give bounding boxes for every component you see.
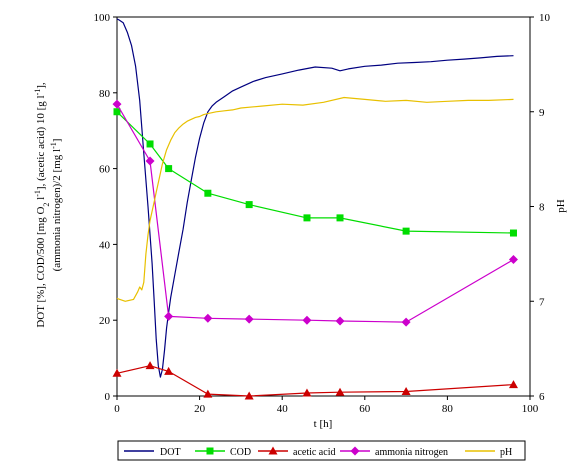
series-acetic-acid [112,361,518,400]
data-point-cod [245,201,253,209]
data-point-cod [165,165,173,173]
legend-label-ammonia-nitrogen: ammonia nitrogen [375,447,448,458]
x-tick-label: 40 [277,403,289,415]
series-cod [113,108,517,237]
legend-item-ph: pH [465,447,512,458]
data-point-ammonia-nitrogen [164,311,174,321]
x-tick-label: 0 [114,403,120,415]
data-point-ammonia-nitrogen [112,99,122,109]
data-point-acetic-acid [302,388,312,397]
legend-label-cod: COD [230,447,251,458]
data-point-ammonia-nitrogen [508,255,518,265]
legend-item-ammonia-nitrogen: ammonia nitrogen [340,446,448,458]
data-point-ammonia-nitrogen [401,317,411,327]
legend-marker-acetic-acid [268,446,278,455]
y-axis-title-left-line2: (ammonia nitrogen)/2 [mg l-1] [49,139,64,272]
series-line-dot [116,18,514,378]
y-axis-title-left-line1: DOT [%], COD/500 [mg O2 l-1], (acetic ac… [33,82,51,328]
data-point-cod [204,189,212,197]
legend-label-ph: pH [500,447,512,458]
y-left-tick-label: 100 [94,12,111,24]
legend-item-dot: DOT [124,447,181,458]
data-point-acetic-acid [335,387,345,396]
y-right-tick-label: 7 [539,296,545,308]
data-point-cod [146,140,154,148]
data-point-cod [336,214,344,222]
data-point-acetic-acid [203,389,213,398]
x-tick-label: 80 [442,403,454,415]
data-point-cod [509,229,517,237]
data-point-cod [303,214,311,222]
data-point-cod [402,227,410,235]
data-point-ammonia-nitrogen [302,315,312,325]
y-right-tick-label: 6 [539,391,545,403]
data-point-cod [113,108,121,116]
legend-item-acetic-acid: acetic acid [258,446,335,458]
x-tick-label: 100 [522,403,539,415]
series-line-acetic-acid [116,365,514,397]
x-tick-label: 60 [359,403,371,415]
data-point-ammonia-nitrogen [244,314,254,324]
x-axis-title: t [h] [314,418,333,430]
legend-marker-ammonia-nitrogen [350,446,360,456]
legend-box [117,440,526,461]
x-tick-label: 20 [194,403,206,415]
series-ph [116,96,514,302]
plot-frame [113,16,534,400]
y-left-tick-label: 20 [99,315,111,327]
plot-area-border [116,16,531,397]
legend-item-cod: COD [195,447,251,458]
data-point-ammonia-nitrogen [335,316,345,326]
legend-marker-cod [206,447,214,455]
legend-label-dot: DOT [160,447,181,458]
series-dot [116,18,514,378]
legend: DOT COD acetic acid ammonia nitrogen pH [117,440,526,461]
data-point-ammonia-nitrogen [145,156,155,166]
series-line-ammonia-nitrogen [116,103,514,323]
y-left-tick-label: 60 [99,164,111,176]
y-left-tick-label: 40 [99,239,111,251]
series-line-ph [116,96,514,302]
legend-label-acetic-acid: acetic acid [293,447,335,458]
y-right-tick-label: 8 [539,202,545,214]
data-point-acetic-acid [112,368,122,377]
y-axis-title-right: pH [555,199,567,213]
data-point-ammonia-nitrogen [203,313,213,323]
y-right-tick-label: 10 [539,12,551,24]
data-point-acetic-acid [508,380,518,389]
data-point-acetic-acid [244,391,254,400]
y-left-tick-label: 80 [99,88,111,100]
data-series [112,18,518,400]
y-left-tick-label: 0 [105,391,111,403]
data-point-acetic-acid [145,361,155,370]
data-point-acetic-acid [164,366,174,375]
data-point-acetic-acid [401,386,411,395]
y-right-tick-label: 9 [539,107,545,119]
series-ammonia-nitrogen [112,99,518,327]
